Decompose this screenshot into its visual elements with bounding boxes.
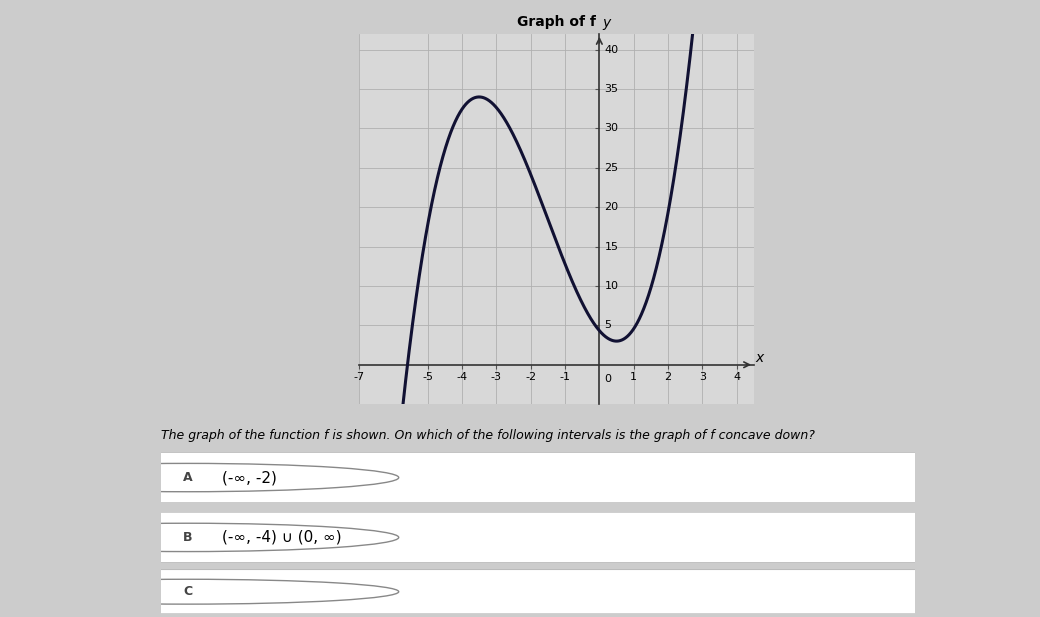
- Text: B: B: [183, 531, 192, 544]
- Text: 30: 30: [604, 123, 619, 133]
- Text: 0: 0: [604, 374, 612, 384]
- Text: 40: 40: [604, 44, 619, 55]
- Text: 5: 5: [604, 320, 612, 330]
- Title: Graph of f: Graph of f: [517, 15, 596, 28]
- FancyBboxPatch shape: [147, 569, 930, 614]
- Text: 25: 25: [604, 163, 619, 173]
- Text: A: A: [183, 471, 192, 484]
- Circle shape: [0, 463, 398, 492]
- Text: 10: 10: [604, 281, 619, 291]
- FancyBboxPatch shape: [147, 452, 930, 503]
- Text: (-∞, -2): (-∞, -2): [222, 470, 277, 485]
- FancyBboxPatch shape: [147, 512, 930, 563]
- Text: 35: 35: [604, 84, 619, 94]
- Circle shape: [0, 523, 398, 552]
- Text: x: x: [756, 352, 764, 365]
- Text: 20: 20: [604, 202, 619, 212]
- Circle shape: [0, 579, 398, 604]
- Text: y: y: [602, 16, 610, 30]
- Text: C: C: [183, 585, 192, 598]
- Text: 15: 15: [604, 242, 619, 252]
- Text: (-∞, -4) ∪ (0, ∞): (-∞, -4) ∪ (0, ∞): [222, 530, 341, 545]
- Text: The graph of the function f is shown. On which of the following intervals is the: The graph of the function f is shown. On…: [161, 429, 815, 442]
